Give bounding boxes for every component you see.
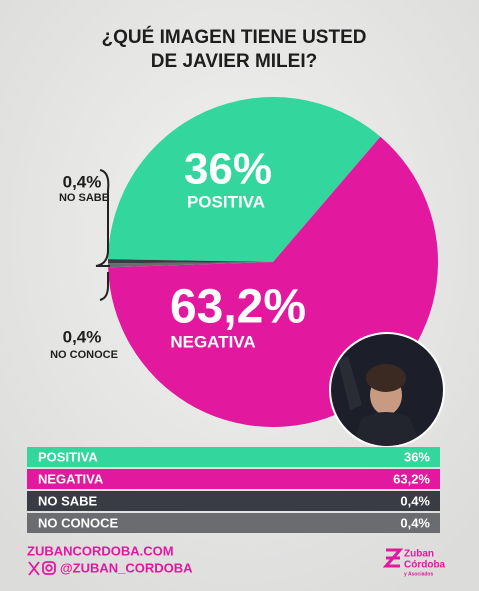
photo	[329, 332, 445, 448]
logo: Zuban Córdoba y Asociados	[382, 548, 446, 577]
table-category: NO CONOCE	[38, 515, 119, 530]
table-value: 0,4%	[400, 515, 430, 530]
value-label: 63,2%	[170, 281, 306, 334]
table-category: NO SABE	[38, 493, 98, 508]
logo-text: Córdoba	[404, 560, 446, 571]
logo-text: y Asociados	[404, 571, 433, 577]
logo-text: Zuban	[404, 549, 434, 560]
social-icons	[28, 561, 56, 576]
table-category: NEGATIVA	[38, 471, 104, 486]
table-value: 63,2%	[393, 471, 430, 486]
chart-title: DE JAVIER MILEI?	[151, 51, 317, 72]
category-label: NEGATIVA	[170, 332, 255, 351]
value-label: 36%	[184, 145, 272, 194]
chart-title: ¿QUÉ IMAGEN TIENE USTED	[102, 26, 367, 48]
table-value: 0,4%	[400, 493, 430, 508]
table-row	[27, 447, 440, 467]
table-row	[27, 469, 440, 489]
category-label: NO CONOCE	[50, 349, 118, 361]
pie-slice	[108, 96, 381, 262]
pie-slice	[107, 259, 273, 264]
value-label: 0,4%	[63, 327, 102, 346]
table-value: 36%	[404, 449, 430, 464]
leader-line	[95, 169, 110, 301]
pie-slice	[108, 262, 273, 268]
table-row	[27, 513, 440, 533]
category-label: POSITIVA	[187, 192, 265, 211]
handle: @ZUBAN_CORDOBA	[60, 560, 193, 575]
website: ZUBANCORDOBA.COM	[27, 543, 174, 558]
value-label: 0,4%	[63, 172, 102, 191]
table-category: POSITIVA	[38, 449, 98, 464]
category-label: NO SABE	[59, 192, 109, 204]
table-row	[27, 491, 440, 511]
table: POSITIVA 36% NEGATIVA 63,2% NO SABE 0,4% NO CO…	[27, 447, 440, 533]
